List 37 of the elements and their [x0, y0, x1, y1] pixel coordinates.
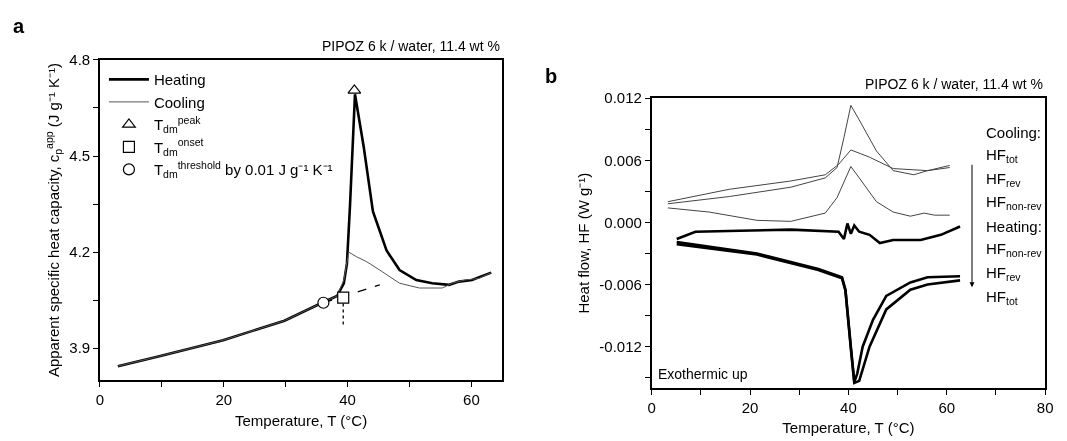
x-tick-label: 40 [339, 391, 356, 409]
text: b [545, 65, 558, 87]
x-tick-label: 20 [215, 391, 233, 409]
y-tick-label: 0.000 [604, 213, 642, 231]
y-tick-label: 4.8 [69, 51, 91, 69]
y-tick-label: -0.012 [599, 337, 642, 355]
legend-label: Cooling [153, 93, 205, 111]
y-axis-title: Heat flow, HF (W g⁻¹) [575, 172, 593, 314]
y-tick-label: 0.012 [604, 89, 642, 107]
annotation: HF$_{non-rev}$ [986, 193, 1043, 213]
x-tick-label: 60 [938, 398, 956, 416]
text: a [13, 15, 25, 37]
y-tick-label: -0.006 [599, 275, 642, 293]
chart-title: PIPOZ 6 k / water, 11.4 wt % [322, 38, 500, 54]
x-tick-label: 60 [463, 391, 480, 409]
chart-title: PIPOZ 6 k / water, 11.4 wt % [865, 76, 1043, 92]
legend-label: T$_{dm}$$^{threshold}$ by 0.01 J g⁻¹ K⁻¹ [153, 158, 333, 181]
x-axis-title: Temperature, T (°C) [235, 411, 368, 429]
annotation: HF$_{tot}$ [986, 288, 1018, 308]
annotation: Heating: [986, 218, 1042, 235]
annotation: HF$_{tot}$ [986, 146, 1018, 166]
annotation: Cooling: [986, 124, 1042, 141]
y-tick-label: 4.5 [69, 147, 91, 165]
annotation: HF$_{rev}$ [986, 170, 1022, 190]
legend-label: Heating [153, 71, 206, 89]
y-tick-label: 4.2 [69, 243, 91, 261]
annotation: HF$_{non-rev}$ [986, 240, 1043, 260]
y-tick-label: 3.9 [69, 339, 91, 357]
annotation: Exothermic up [658, 366, 748, 382]
x-tick-label: 80 [1036, 398, 1054, 416]
y-tick-label: 0.006 [604, 151, 642, 169]
x-tick-label: 0 [647, 398, 656, 416]
annotation: HF$_{rev}$ [986, 264, 1022, 284]
x-tick-label: 0 [95, 391, 105, 409]
x-tick-label: 40 [840, 398, 857, 416]
x-tick-label: 20 [741, 398, 759, 416]
x-axis-title: Temperature, T (°C) [782, 419, 915, 437]
